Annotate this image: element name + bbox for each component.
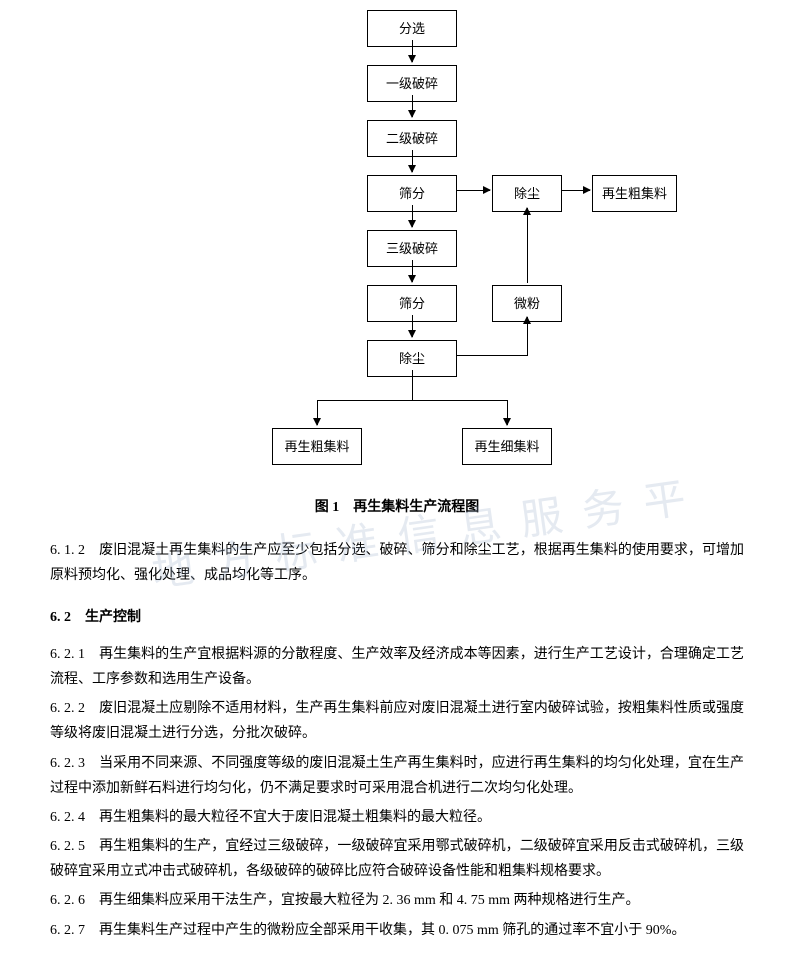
arrow	[527, 208, 528, 283]
figure-caption: 图 1 再生集料生产流程图	[50, 495, 744, 520]
watermark: 地方标准信息服务平	[147, 460, 710, 613]
para-6-2-2: 6. 2. 2 废旧混凝土应剔除不适用材料，生产再生集料前应对废旧混凝土进行室内…	[50, 696, 744, 746]
node-out-fine: 再生细集料	[462, 428, 552, 465]
para-6-2-5: 6. 2. 5 再生粗集料的生产，宜经过三级破碎，一级破碎宜采用鄂式破碎机，二级…	[50, 834, 744, 884]
arrow	[527, 317, 528, 355]
section-6-2: 6. 2 生产控制	[50, 605, 744, 630]
para-6-1-2: 6. 1. 2 废旧混凝土再生集料的生产应至少包括分选、破碎、筛分和除尘工艺，根…	[50, 538, 744, 588]
para-6-2-1: 6. 2. 1 再生集料的生产宜根据料源的分散程度、生产效率及经济成本等因素，进…	[50, 642, 744, 692]
arrow	[412, 260, 413, 282]
arrow	[412, 315, 413, 337]
para-6-2-7: 6. 2. 7 再生集料生产过程中产生的微粉应全部采用干收集，其 0. 075 …	[50, 918, 744, 943]
arrow	[412, 150, 413, 172]
node-side-coarse: 再生粗集料	[592, 175, 677, 212]
line	[457, 355, 528, 356]
flowchart: 分选 一级破碎 二级破碎 筛分 三级破碎 筛分 除尘 除尘 再生粗集料 微粉 再…	[117, 10, 677, 480]
para-6-2-3: 6. 2. 3 当采用不同来源、不同强度等级的废旧混凝土生产再生集料时，应进行再…	[50, 751, 744, 801]
arrow	[457, 190, 490, 191]
para-6-2-4: 6. 2. 4 再生粗集料的最大粒径不宜大于废旧混凝土粗集料的最大粒径。	[50, 805, 744, 830]
arrow	[317, 400, 318, 425]
node-out-coarse: 再生粗集料	[272, 428, 362, 465]
arrow	[412, 95, 413, 117]
arrow	[412, 205, 413, 227]
para-6-2-6: 6. 2. 6 再生细集料应采用干法生产，宜按最大粒径为 2. 36 mm 和 …	[50, 888, 744, 913]
arrow	[507, 400, 508, 425]
arrow	[412, 40, 413, 62]
line	[317, 400, 507, 401]
line	[412, 370, 413, 400]
arrow	[562, 190, 590, 191]
